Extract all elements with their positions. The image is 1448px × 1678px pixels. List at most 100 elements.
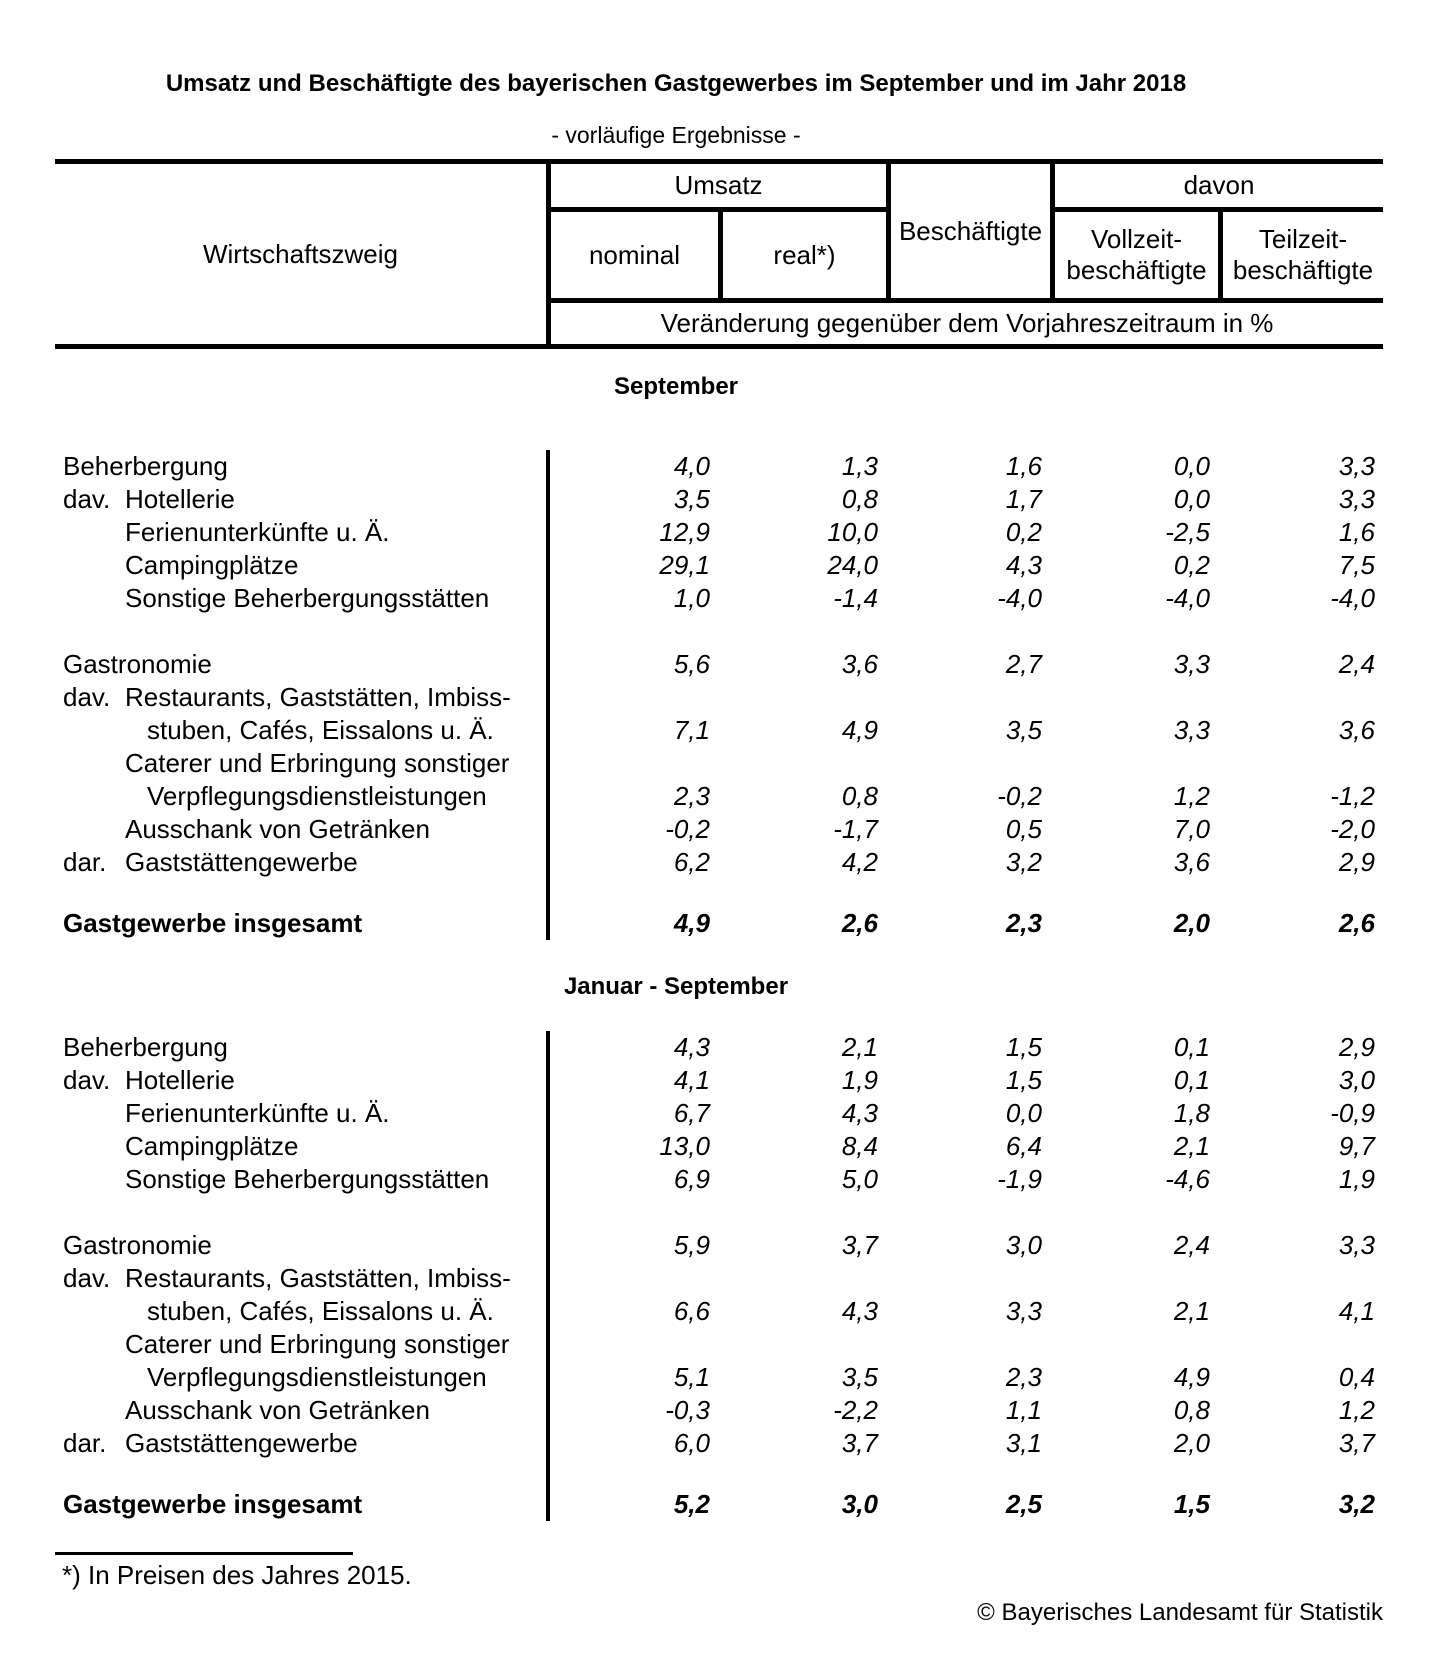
value-cell: 0,0 [1173, 484, 1210, 514]
value-cell [718, 681, 886, 714]
value-cell: 0,4 [1338, 1362, 1375, 1392]
header-vrule-1 [546, 159, 551, 349]
value-cell [1218, 681, 1383, 714]
table-row: Campingplätze 13,0 8,4 6,4 2,1 9,7 [55, 1130, 1383, 1163]
column-header-beschaeftigte: Beschäftigte [898, 215, 1043, 246]
value-cell: 4,1 [673, 1065, 710, 1095]
table-row: Ausschank von Getränken -0,3 -2,2 1,1 0,8 1,2 [55, 1394, 1383, 1427]
header-vrule-5 [1218, 207, 1223, 303]
header-vrule-4 [1050, 159, 1055, 303]
value-cell: 3,5 [673, 484, 710, 514]
value-cell: 0,8 [841, 484, 878, 514]
column-header-wirtschaftszweig: Wirtschaftszweig [202, 238, 399, 269]
row-label-text: Campingplätze [125, 1131, 299, 1161]
value-cell: 6,9 [673, 1164, 710, 1194]
value-cell: 2,1 [1173, 1296, 1210, 1326]
value-cell: 1,5 [1173, 1489, 1210, 1519]
row-label: stuben, Cafés, Eissalons u. Ä. [55, 1295, 546, 1328]
row-label-text: stuben, Cafés, Eissalons u. Ä. [147, 715, 494, 745]
value-cell: 0,8 [1173, 1395, 1210, 1425]
value-cell: 1,1 [1005, 1395, 1042, 1425]
value-cell: 4,9 [673, 908, 710, 938]
value-cell: 3,5 [841, 1362, 878, 1392]
value-cell: 4,3 [673, 1032, 710, 1062]
section-heading-januar-september: Januar - September [563, 973, 789, 1000]
value-cell: 1,6 [1005, 451, 1042, 481]
value-cell: 2,1 [841, 1032, 878, 1062]
header-vrule-3 [886, 159, 891, 303]
value-cell [886, 1262, 1050, 1295]
row-label: Sonstige Beherbergungsstätten [55, 582, 546, 615]
value-cell: 2,1 [1173, 1131, 1210, 1161]
value-cell: 4,1 [1338, 1296, 1375, 1326]
value-cell: 13,0 [659, 1131, 710, 1161]
value-cell [546, 747, 718, 780]
value-cell: 6,7 [673, 1098, 710, 1128]
value-cell [1050, 747, 1218, 780]
value-cell: 1,2 [1173, 781, 1210, 811]
row-spacer [55, 1460, 1383, 1488]
header-vrule-2 [718, 207, 723, 303]
value-cell: 8,4 [841, 1131, 878, 1161]
row-label-text: Restaurants, Gaststätten, Imbiss- [125, 682, 511, 712]
row-label: Caterer und Erbringung sonstiger [55, 747, 546, 780]
value-cell: 2,5 [1005, 1489, 1042, 1519]
row-label-text: Gastronomie [63, 1230, 212, 1260]
row-label-text: Gaststättengewerbe [125, 847, 358, 877]
row-label: Beherbergung [55, 1031, 546, 1064]
umsatz-group-rule [546, 207, 886, 212]
value-cell: 3,7 [1338, 1428, 1375, 1458]
footnote: *) In Preisen des Jahres 2015. [62, 1560, 412, 1590]
row-label-text: Beherbergung [63, 451, 228, 481]
value-cell: -0,2 [665, 814, 710, 844]
value-cell: 4,0 [673, 451, 710, 481]
value-cell: 1,2 [1338, 1395, 1375, 1425]
row-spacer [55, 615, 1383, 648]
value-cell: 4,9 [1173, 1362, 1210, 1392]
value-cell: 3,3 [1338, 484, 1375, 514]
value-cell: 2,6 [841, 908, 878, 938]
row-label: dav. Restaurants, Gaststätten, Imbiss- [55, 681, 546, 714]
value-cell: 0,2 [1005, 517, 1042, 547]
value-cell: 3,7 [841, 1230, 878, 1260]
value-cell: -4,0 [997, 583, 1042, 613]
value-cell [1050, 681, 1218, 714]
value-cell: 0,1 [1173, 1065, 1210, 1095]
value-cell: 1,9 [1338, 1164, 1375, 1194]
value-cell: -1,7 [833, 814, 878, 844]
table-row: Gastronomie 5,9 3,7 3,0 2,4 3,3 [55, 1229, 1383, 1262]
value-cell [1218, 1262, 1383, 1295]
value-cell: -2,5 [1165, 517, 1210, 547]
value-cell: 5,1 [673, 1362, 710, 1392]
value-cell: 3,7 [841, 1428, 878, 1458]
column-header-nominal: nominal [588, 239, 681, 270]
row-label: dav. Hotellerie [55, 1064, 546, 1097]
value-cell: 3,6 [841, 649, 878, 679]
row-label: Campingplätze [55, 1130, 546, 1163]
value-cell: 4,3 [841, 1296, 878, 1326]
total-row: Gastgewerbe insgesamt 5,2 3,0 2,5 1,5 3,2 [55, 1488, 1383, 1521]
value-cell: 3,2 [1005, 847, 1042, 877]
table-row: dav. Hotellerie 3,5 0,8 1,7 0,0 3,3 [55, 483, 1383, 516]
data-block-vrule [546, 1031, 550, 1521]
row-label: Gastgewerbe insgesamt [55, 907, 546, 940]
header-mid-rule [546, 298, 1383, 303]
value-cell: 4,2 [841, 847, 878, 877]
value-cell: 3,3 [1338, 451, 1375, 481]
row-spacer [55, 879, 1383, 907]
value-cell [718, 747, 886, 780]
row-label-text: Gastronomie [63, 649, 212, 679]
row-label-text: Gaststättengewerbe [125, 1428, 358, 1458]
row-label: Beherbergung [55, 450, 546, 483]
row-label: Caterer und Erbringung sonstiger [55, 1328, 546, 1361]
table-row: Campingplätze 29,1 24,0 4,3 0,2 7,5 [55, 549, 1383, 582]
table-row: Beherbergung 4,0 1,3 1,6 0,0 3,3 [55, 450, 1383, 483]
row-label-text: Caterer und Erbringung sonstiger [125, 748, 510, 778]
value-cell: 1,7 [1005, 484, 1042, 514]
value-cell: 9,7 [1338, 1131, 1375, 1161]
row-label-text: Ausschank von Getränken [125, 814, 430, 844]
page-subtitle: - vorläufige Ergebnisse - [551, 122, 801, 148]
row-label-text: Hotellerie [125, 484, 235, 514]
value-cell: 3,6 [1173, 847, 1210, 877]
value-cell: -4,6 [1165, 1164, 1210, 1194]
